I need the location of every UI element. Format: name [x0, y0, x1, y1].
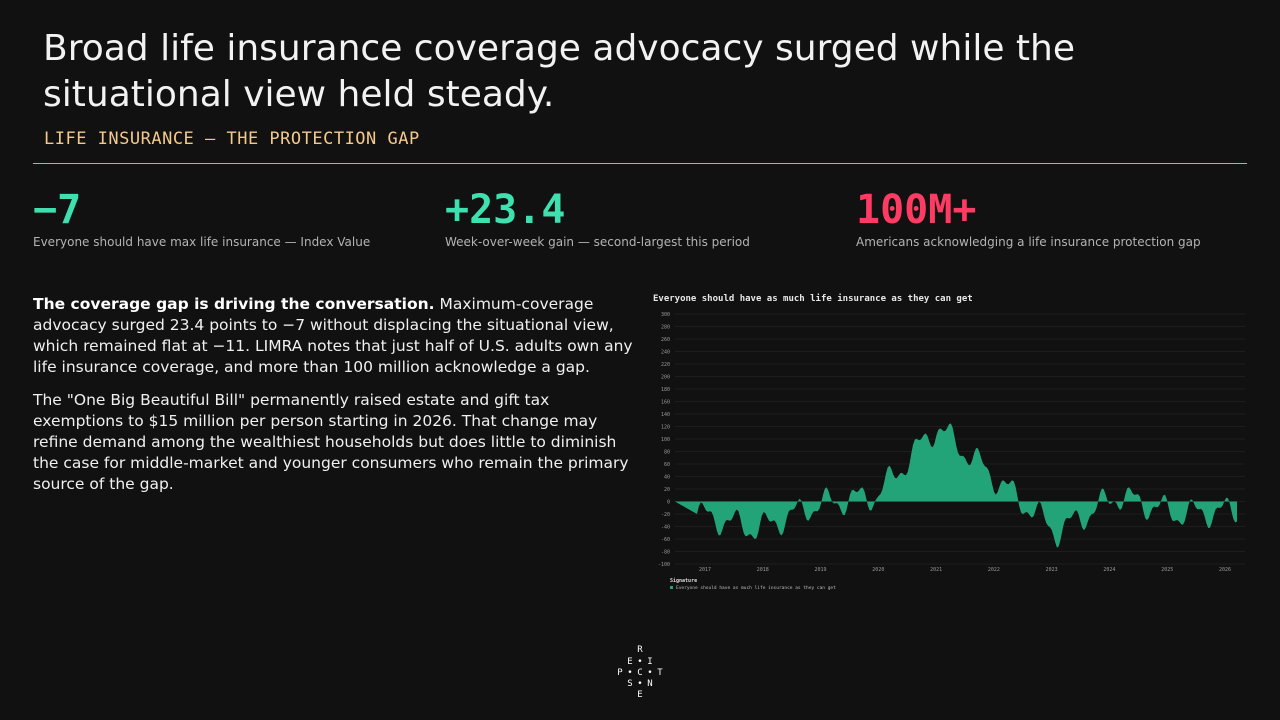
logo-letter: P [617, 668, 623, 678]
y-tick-label: -100 [658, 562, 670, 568]
y-tick-label: -60 [661, 537, 670, 543]
y-tick-label: 180 [661, 387, 670, 393]
y-tick-label: 80 [664, 450, 670, 456]
logo-dot: • [627, 668, 633, 678]
kpi-label: Everyone should have max life insurance … [33, 235, 371, 249]
y-tick-label: 120 [661, 425, 670, 431]
y-tick-label: 40 [664, 475, 670, 481]
y-tick-label: 20 [664, 487, 670, 493]
logo-dot: • [637, 657, 643, 667]
x-tick-label: 2022 [988, 567, 1000, 573]
body-lead: The coverage gap is driving the conversa… [33, 295, 435, 313]
y-tick-label: 140 [661, 412, 670, 418]
y-tick-label: 200 [661, 375, 670, 381]
y-tick-label: 220 [661, 362, 670, 368]
body-text: The coverage gap is driving the conversa… [33, 294, 633, 507]
y-tick-label: 300 [661, 312, 670, 318]
logo-letter: E [637, 690, 643, 700]
body-para1-text: Maximum-coverage advocacy surged 23.4 po… [33, 295, 633, 376]
x-tick-label: 2025 [1161, 567, 1173, 573]
x-tick-label: 2023 [1046, 567, 1058, 573]
logo-letter: C [637, 668, 643, 678]
legend-title: Signature [670, 578, 697, 584]
x-tick-label: 2024 [1103, 567, 1115, 573]
legend-swatch [670, 586, 673, 589]
y-tick-label: 60 [664, 462, 670, 468]
area-chart: -100 -80 -60 -40 -20 0 20 40 60 80 100 120 140 160 180… [658, 312, 1245, 591]
chart-panel: -100 -80 -60 -40 -20 0 20 40 60 80 100 120 140 160 180… [650, 290, 1250, 595]
x-tick-label: 2017 [699, 567, 711, 573]
logo-dot: • [647, 668, 653, 678]
kpi-weekly-gain: +23.4 Week-over-week gain — second-large… [445, 188, 750, 249]
series-area [675, 423, 1237, 548]
kpi-label: Americans acknowledging a life insurance… [856, 235, 1201, 249]
y-tick-label: 0 [667, 500, 670, 506]
kpi-index-value: −7 Everyone should have max life insuran… [33, 188, 370, 249]
y-tick-label: 280 [661, 325, 670, 331]
kpi-value: +23.4 [445, 187, 566, 233]
body-paragraph-2: The "One Big Beautiful Bill" permanently… [33, 391, 629, 493]
chart-title: Everyone should have as much life insura… [653, 294, 973, 304]
kpi-value: 100M+ [856, 187, 977, 233]
x-tick-label: 2018 [757, 567, 769, 573]
y-tick-label: -40 [661, 525, 670, 531]
logo-letter: E [627, 657, 633, 667]
logo-letter: S [627, 679, 633, 689]
y-tick-label: -80 [661, 550, 670, 556]
slide-subtitle: LIFE INSURANCE — THE PROTECTION GAP [44, 129, 420, 149]
logo-dot: • [637, 679, 643, 689]
x-tick-label: 2026 [1219, 567, 1231, 573]
y-tick-label: -20 [661, 512, 670, 518]
x-tick-label: 2019 [815, 567, 827, 573]
x-tick-label: 2020 [872, 567, 884, 573]
kpi-protection-gap: 100M+ Americans acknowledging a life ins… [856, 188, 1201, 249]
legend-label: Everyone should have as much life insura… [676, 585, 836, 591]
y-tick-label: 240 [661, 350, 670, 356]
brand-logo: R E • I P • C • T S • N E [605, 645, 675, 705]
body-paragraph-1: The coverage gap is driving the conversa… [33, 294, 633, 378]
logo-letter: I [647, 657, 653, 667]
kpi-value: −7 [33, 187, 82, 233]
y-tick-label: 100 [661, 437, 670, 443]
logo-letter: R [637, 645, 643, 655]
x-tick-label: 2021 [930, 567, 942, 573]
y-tick-label: 160 [661, 400, 670, 406]
logo-letter: T [657, 668, 663, 678]
logo-letter: N [647, 679, 653, 689]
divider-rule [33, 163, 1247, 164]
kpi-label: Week-over-week gain — second-largest thi… [445, 235, 750, 249]
y-tick-label: 260 [661, 337, 670, 343]
slide-title: Broad life insurance coverage advocacy s… [43, 28, 1075, 115]
